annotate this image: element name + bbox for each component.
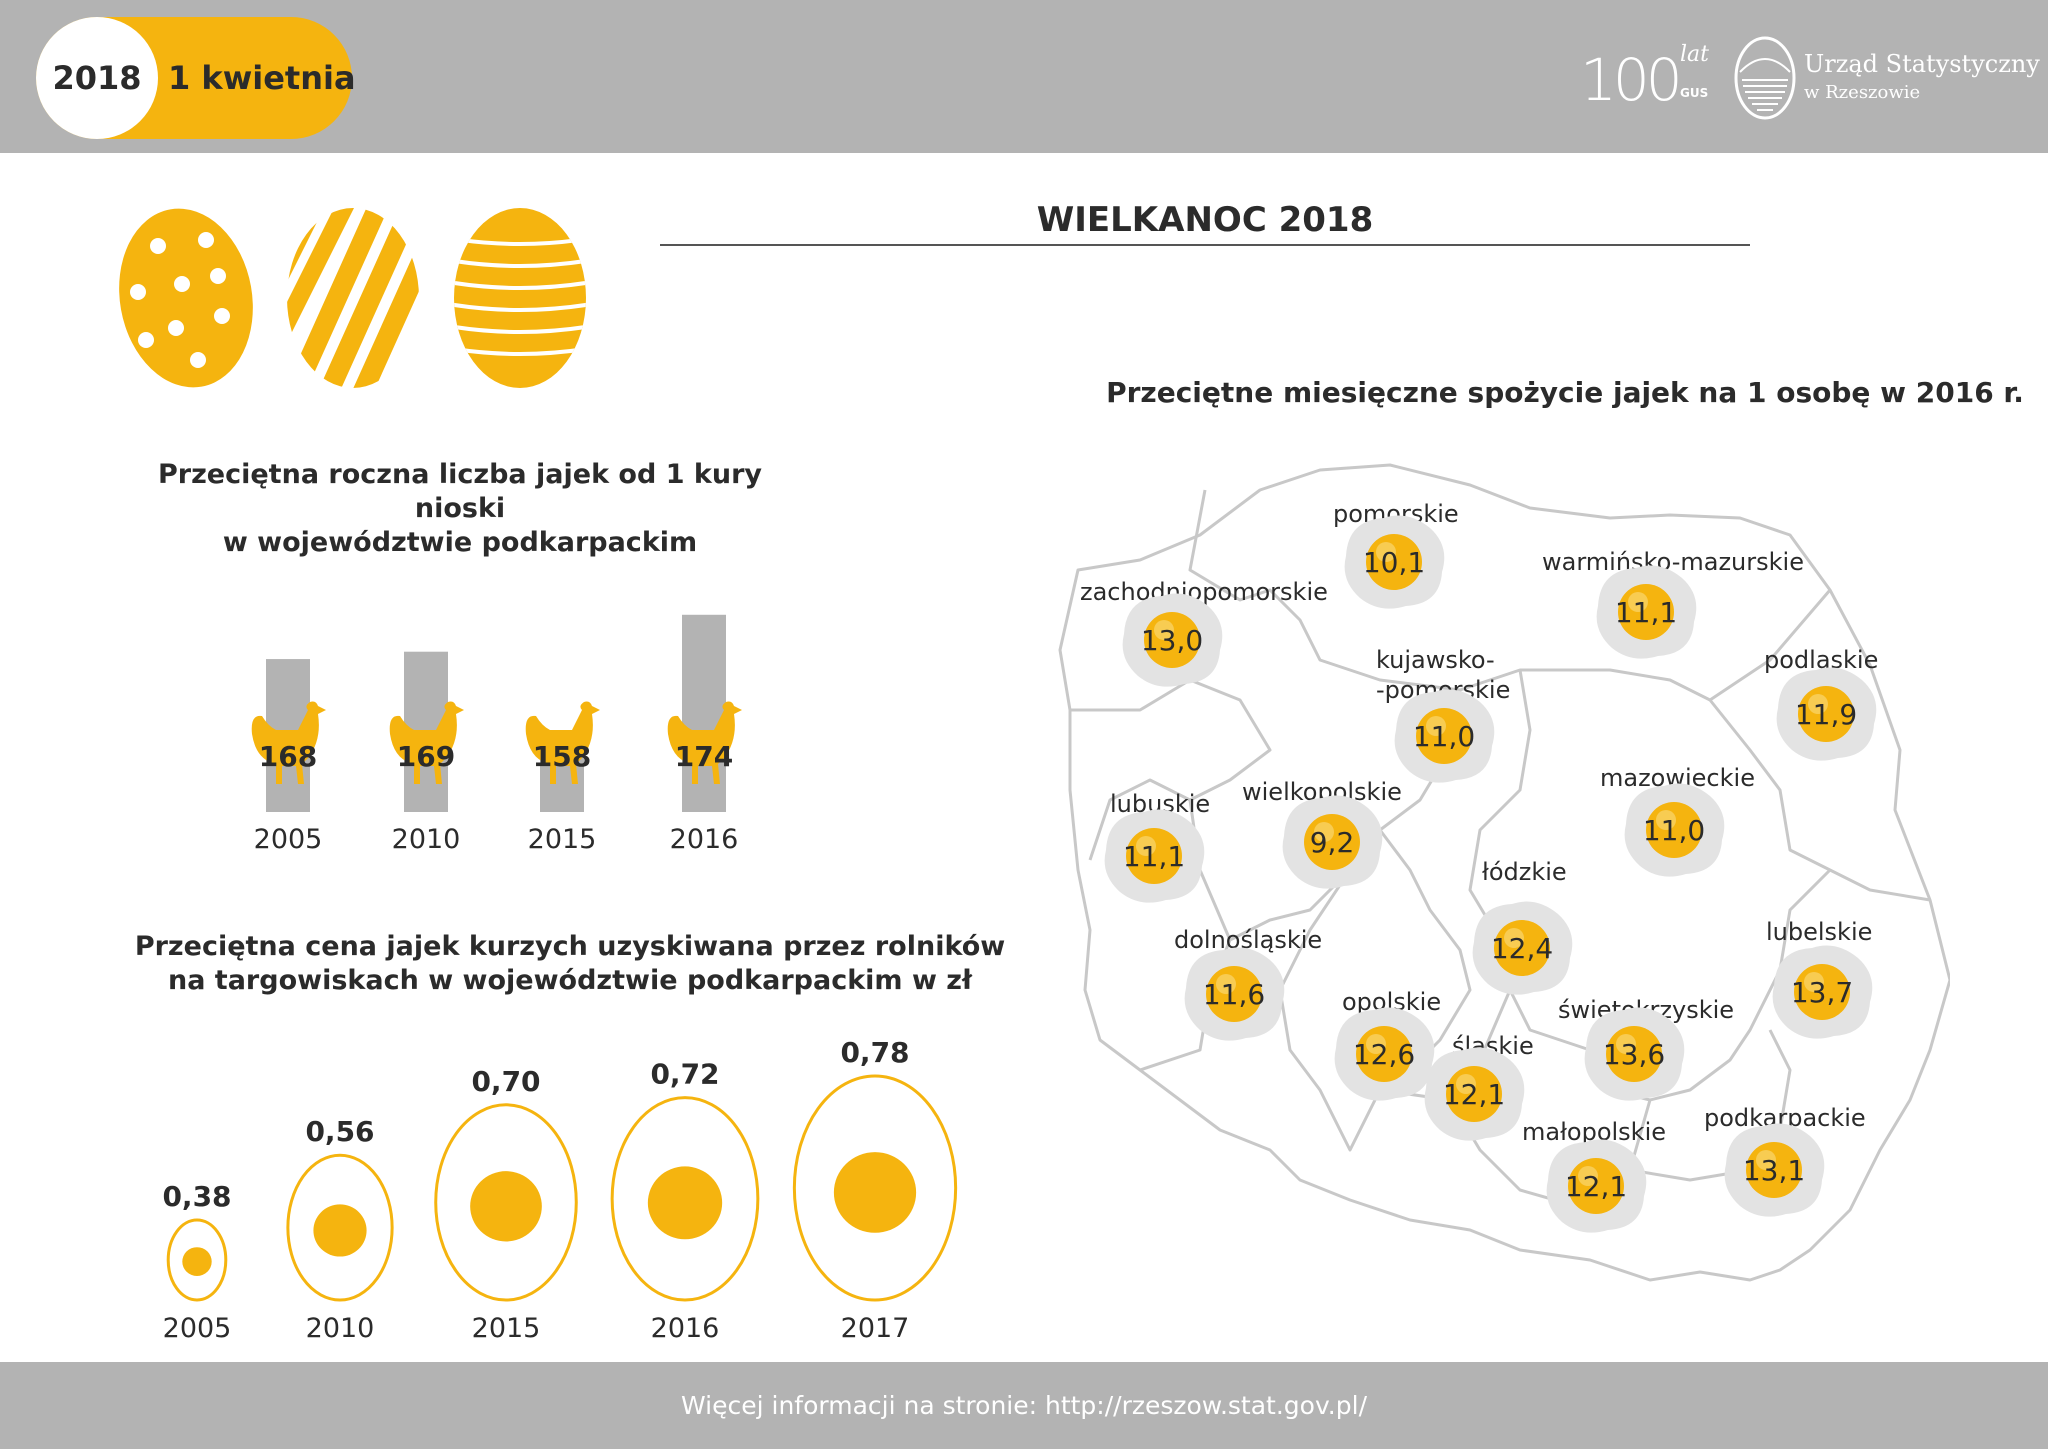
- hen-value-label: 168: [259, 740, 317, 773]
- region-label-kujawsko-line1: kujawsko-: [1376, 646, 1495, 674]
- region-label-kujawsko-line2: -pomorskie: [1376, 676, 1511, 704]
- region-label-lodzkie: łódzkie: [1482, 858, 1567, 886]
- footer-bar: [0, 1362, 2048, 1449]
- region-label-dolnoslaskie: dolnośląskie: [1174, 926, 1323, 954]
- price-chart-title: Przeciętna cena jajek kurzych uzyskiwana…: [120, 930, 1020, 998]
- date-label: 1 kwietnia: [168, 59, 356, 97]
- hen-value-label: 174: [675, 740, 733, 773]
- striped-egg-icon: [287, 208, 419, 388]
- price-value-label: 0,70: [471, 1065, 540, 1098]
- hen-icon: [667, 701, 742, 784]
- region-label-swietokrzyskie: świętokrzyskie: [1558, 996, 1735, 1024]
- office-city: w Rzeszowie: [1804, 82, 1921, 103]
- footer-link[interactable]: Więcej informacji na stronie: http://rze…: [680, 1391, 1367, 1420]
- hen-value-label: 158: [533, 740, 591, 773]
- region-label-lubelskie: lubelskie: [1766, 918, 1873, 946]
- price-egg-yolk: [313, 1204, 367, 1257]
- logo-100-lat: 100: [1580, 46, 1683, 114]
- price-year-label: 2016: [651, 1313, 720, 1344]
- decorative-easter-eggs: [119, 208, 586, 388]
- hen-icon: [389, 701, 464, 784]
- price-value-label: 0,78: [840, 1036, 909, 1069]
- price-value-label: 0,38: [162, 1180, 231, 1213]
- price-egg-yolk: [182, 1247, 212, 1276]
- hen-eggs-chart: 168 2005 169 2010 158 2015 174 2016: [251, 614, 742, 855]
- year-label: 2018: [52, 59, 142, 97]
- region-label-podlaskie: podlaskie: [1764, 646, 1879, 674]
- hen-chart-title-line1: Przeciętna roczna liczba jajek od 1 kury…: [157, 459, 762, 524]
- poland-outline: [1058, 463, 1950, 1282]
- region-label-wielkopolskie: wielkopolskie: [1242, 778, 1402, 806]
- egg-price-chart: 0,38 2005 0,56 2010 0,70 2015 0,72 2016 0,78 2017: [162, 1036, 958, 1344]
- price-chart-title-line2: na targowiskach w województwie podkarpac…: [167, 965, 973, 996]
- banded-egg-icon: [454, 208, 586, 388]
- price-year-label: 2015: [472, 1313, 541, 1344]
- page-title: WIELKANOC 2018: [1036, 200, 1374, 240]
- title-divider: [660, 244, 1750, 246]
- price-value-label: 0,72: [650, 1058, 719, 1091]
- region-label-zachodniopomorskie: zachodniopomorskie: [1080, 578, 1328, 606]
- region-label-lubuskie: lubuskie: [1110, 790, 1211, 818]
- region-label-malopolskie: małopolskie: [1522, 1118, 1667, 1146]
- price-egg-yolk: [833, 1152, 917, 1233]
- region-label-warminsko-mazurskie: warmińsko-mazurskie: [1542, 548, 1804, 576]
- price-value-label: 0,56: [305, 1115, 374, 1148]
- price-year-label: 2010: [306, 1313, 375, 1344]
- region-label-podkarpackie: podkarpackie: [1704, 1104, 1866, 1132]
- gus-emblem-icon: [1734, 36, 1796, 120]
- hen-value-label: 169: [397, 740, 455, 773]
- price-year-label: 2005: [163, 1313, 232, 1344]
- hen-icon: [251, 701, 326, 784]
- dotted-egg-icon: [119, 208, 253, 388]
- region-label-opolskie: opolskie: [1342, 988, 1442, 1016]
- logo-lat-text: lat: [1680, 42, 1709, 67]
- logo-gus-text: GUS: [1680, 86, 1709, 100]
- region-label-slaskie: śląskie: [1452, 1032, 1534, 1060]
- hen-year-label: 2010: [392, 824, 461, 855]
- office-name: Urząd Statystyczny: [1804, 50, 2040, 78]
- price-egg-yolk: [470, 1171, 542, 1242]
- hen-year-label: 2005: [254, 824, 323, 855]
- hen-chart-title-line2: w województwie podkarpackim: [222, 527, 698, 558]
- hen-icon: [525, 701, 600, 784]
- year-circle: [36, 17, 158, 139]
- region-label-pomorskie: pomorskie: [1333, 500, 1459, 528]
- hen-chart-title: Przeciętna roczna liczba jajek od 1 kury…: [120, 458, 800, 560]
- hen-year-label: 2016: [670, 824, 739, 855]
- price-egg-yolk: [647, 1166, 723, 1240]
- price-year-label: 2017: [841, 1313, 910, 1344]
- price-chart-title-line1: Przeciętna cena jajek kurzych uzyskiwana…: [134, 931, 1006, 962]
- hen-year-label: 2015: [528, 824, 597, 855]
- map-title: Przeciętne miesięczne spożycie jajek na …: [1106, 376, 2024, 409]
- region-label-mazowieckie: mazowieckie: [1600, 764, 1755, 792]
